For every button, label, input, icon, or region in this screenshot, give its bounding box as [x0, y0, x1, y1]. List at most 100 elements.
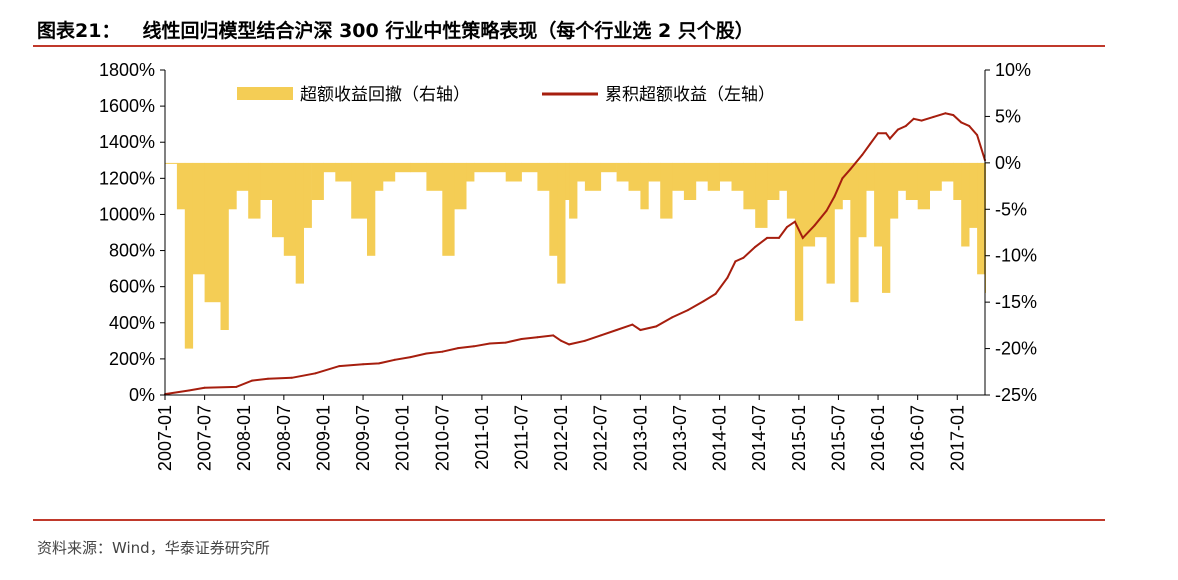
- drawdown-bar: [977, 162, 986, 275]
- x-tick-label: 2017-01: [947, 405, 967, 471]
- cumulative-line: [164, 112, 986, 396]
- line-point: [920, 119, 923, 122]
- drawdown-bar: [826, 162, 835, 284]
- drawdown-bar: [842, 162, 851, 200]
- y-right-tick-label: 0%: [995, 153, 1021, 173]
- line-point: [560, 339, 563, 342]
- drawdown-bar: [648, 162, 661, 182]
- line-point: [877, 132, 879, 135]
- line-point: [235, 385, 238, 388]
- drawdown-bar: [375, 162, 384, 191]
- x-tick-label: 2015-01: [789, 405, 809, 471]
- source-note: 资料来源：Wind，华泰证券研究所: [37, 539, 270, 557]
- legend-label-bar: 超额收益回撤（右轴）: [300, 85, 470, 105]
- drawdown-bar: [953, 162, 962, 200]
- legend-label-line: 累积超额收益（左轴）: [605, 85, 775, 105]
- y-left-tick-label: 1800%: [99, 60, 155, 80]
- x-tick-label: 2013-07: [670, 405, 690, 471]
- y-right-tick-label: -5%: [995, 199, 1027, 219]
- line-point: [267, 377, 269, 380]
- drawdown-bar: [802, 162, 816, 247]
- y-right-tick-label: 5%: [995, 106, 1021, 126]
- drawdown-bar: [204, 162, 221, 303]
- chart-title: 线性回归模型结合沪深 300 行业中性策略表现（每个行业选 2 只个股）: [142, 19, 754, 42]
- drawdown-bar: [917, 162, 930, 210]
- drawdown-bar: [600, 162, 617, 173]
- line-point: [841, 177, 844, 180]
- line-point: [960, 121, 963, 124]
- drawdown-bar: [577, 162, 586, 182]
- line-point: [849, 168, 852, 171]
- line-point: [290, 376, 293, 379]
- drawdown-bar: [616, 162, 629, 182]
- line-point: [599, 334, 602, 337]
- drawdown-bar: [228, 162, 237, 210]
- bottom-rule: [33, 519, 1105, 521]
- x-tick-label: 2011-07: [512, 405, 532, 470]
- drawdown-bar: [707, 162, 720, 191]
- line-point: [441, 350, 444, 353]
- drawdown-bar: [565, 162, 570, 200]
- x-tick-label: 2012-01: [551, 405, 571, 471]
- x-tick-label: 2008-07: [274, 405, 294, 471]
- figure-label: 图表21：: [37, 19, 121, 42]
- chart-legend: 超额收益回撤（右轴） 累积超额收益（左轴）: [237, 85, 775, 105]
- x-tick-label: 2015-07: [828, 405, 848, 471]
- x-tick-label: 2009-01: [313, 405, 333, 471]
- y-right-tick-label: -20%: [995, 339, 1037, 359]
- line-point: [968, 125, 971, 127]
- line-point: [944, 112, 947, 115]
- line-point: [473, 345, 475, 348]
- y-left-tick-label: 400%: [109, 313, 155, 333]
- drawdown-bar: [220, 162, 229, 330]
- line-point: [785, 226, 788, 229]
- x-tick-label: 2008-01: [234, 405, 254, 471]
- drawdown-bar: [323, 162, 336, 173]
- drawdown-bar: [814, 162, 827, 238]
- line-point: [686, 309, 689, 312]
- drawdown-bar: [731, 162, 744, 191]
- line-point: [187, 389, 190, 392]
- drawdown-bar: [351, 162, 368, 219]
- drawdown-bar: [303, 162, 312, 228]
- drawdown-bar: [929, 162, 942, 191]
- drawdown-bar: [248, 162, 261, 219]
- drawdown-bar: [283, 162, 297, 256]
- drawdown-bar: [272, 162, 285, 238]
- x-tick-label: 2013-01: [630, 405, 650, 471]
- line-point: [631, 323, 634, 326]
- line-point: [393, 358, 396, 361]
- line-point: [409, 356, 412, 359]
- drawdown-bar: [874, 162, 883, 247]
- drawdown-bar: [905, 162, 919, 200]
- line-point: [552, 334, 555, 337]
- legend-swatch-bar: [237, 87, 293, 100]
- drawdown-bar: [767, 162, 780, 200]
- drawdown-bar: [850, 162, 859, 303]
- x-tick-label: 2014-07: [749, 405, 769, 471]
- drawdown-bar: [410, 162, 427, 173]
- line-point: [726, 276, 729, 279]
- drawdown-bar: [505, 162, 522, 182]
- drawdown-bar: [295, 162, 304, 284]
- y-right-tick-label: 10%: [995, 60, 1031, 80]
- drawdown-bar: [743, 162, 756, 210]
- drawdown-bar: [779, 162, 788, 191]
- drawdown-bar: [474, 162, 491, 173]
- line-point: [813, 224, 816, 227]
- line-point: [912, 117, 915, 120]
- line-point: [377, 362, 380, 365]
- line-point: [568, 343, 571, 346]
- chart-axes: 0% 200% 400% 600% 800% 1000% 1200% 1400% 1600% 18…: [99, 60, 1037, 471]
- drawdown-bar: [569, 162, 578, 219]
- line-point: [952, 114, 955, 117]
- drawdown-bar: [969, 162, 978, 228]
- y-left-tick-label: 800%: [109, 241, 155, 261]
- line-point: [488, 342, 491, 345]
- x-tick-label: 2016-07: [908, 405, 928, 471]
- drawdown-bar: [176, 162, 186, 210]
- drawdown-bar: [165, 162, 178, 164]
- drawdown-bar: [537, 162, 550, 191]
- drawdown-bar: [466, 162, 475, 182]
